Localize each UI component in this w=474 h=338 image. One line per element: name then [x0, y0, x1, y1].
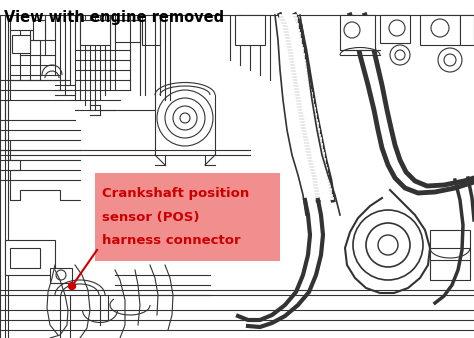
Text: View with engine removed: View with engine removed: [4, 10, 224, 25]
Bar: [80, 20, 110, 45]
Bar: [235, 15, 265, 45]
Bar: [380, 15, 410, 43]
Bar: [340, 15, 375, 50]
Text: harness connector: harness connector: [102, 234, 241, 247]
Bar: [430, 230, 470, 280]
Text: Crankshaft position: Crankshaft position: [102, 187, 249, 200]
Circle shape: [69, 283, 75, 290]
Bar: [115, 20, 140, 42]
Bar: [5, 240, 55, 275]
Bar: [12, 35, 30, 53]
Bar: [95, 173, 280, 261]
Bar: [142, 15, 160, 45]
Text: sensor (POS): sensor (POS): [102, 211, 200, 224]
Bar: [420, 15, 460, 45]
Bar: [460, 15, 474, 45]
Bar: [10, 248, 40, 268]
Bar: [33, 20, 45, 40]
Bar: [50, 268, 72, 283]
